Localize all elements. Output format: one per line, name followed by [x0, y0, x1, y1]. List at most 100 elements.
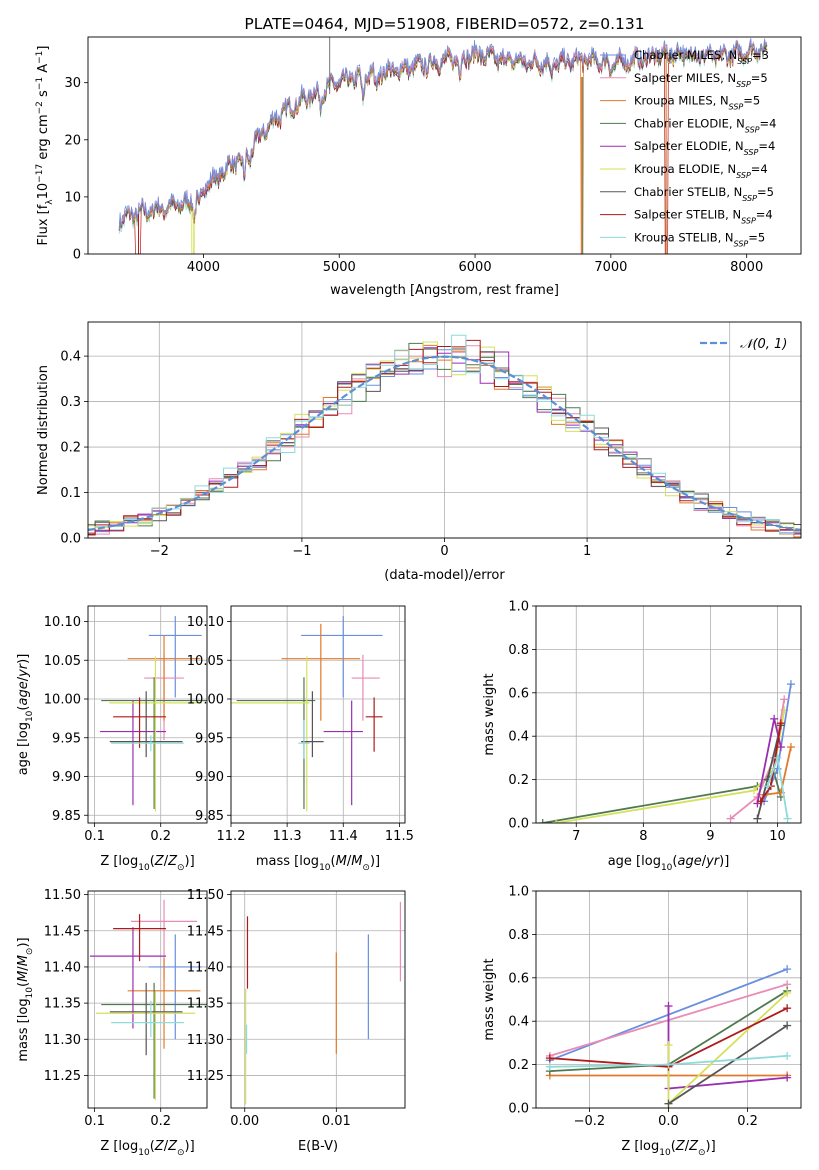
- massweight-vs-Z-frame: [535, 890, 802, 1109]
- y-tick-label: 0.2: [508, 1058, 529, 1073]
- legend-label: Salpeter ELODIE, NSSP=4: [634, 139, 775, 157]
- mass-vs-ebv-frame: [230, 890, 406, 1109]
- y-tick-label: 0.3: [60, 395, 81, 410]
- x-tick-label: 11.3: [273, 829, 302, 844]
- y-tick-label: 11.50: [187, 888, 224, 903]
- x-axis-label: Z [log10(Z/Z⊙)]: [100, 1139, 194, 1158]
- legend-label: Kroupa STELIB, NSSP=5: [634, 230, 765, 248]
- histogram-steps: [88, 334, 801, 538]
- legend-label: Chabrier STELIB, NSSP=5: [634, 185, 774, 203]
- x-tick-label: 5000: [323, 260, 356, 275]
- series-line-chabrier-elodie: [542, 771, 782, 823]
- spectrum-axes: 4000 5000 6000 7000 8000 0 10 20 30: [64, 76, 763, 275]
- x-tick-label: 0.2: [150, 1114, 171, 1129]
- spectrum-lines: [118, 37, 768, 254]
- y-tick-label: 10.10: [44, 615, 81, 630]
- x-tick-label: 8000: [730, 260, 763, 275]
- age-vs-mass-points: [231, 616, 383, 812]
- x-tick-label: 10: [769, 829, 786, 844]
- legend-label: Kroupa MILES, NSSP=5: [634, 94, 760, 112]
- y-tick-label: 0.6: [508, 971, 529, 986]
- y-axis-label: age [log10(age/yr)]: [16, 654, 35, 776]
- x-tick-label: 4000: [187, 260, 220, 275]
- age-vs-mass-frame: [230, 605, 406, 824]
- age-vs-Z-points: [99, 616, 207, 812]
- y-tick-label: 11.50: [44, 888, 81, 903]
- x-tick-label: 0.1: [84, 829, 105, 844]
- age-vs-Z-axes: 0.1 0.2 9.85 9.90 9.95 10.00 10.05 10.10: [44, 606, 207, 844]
- series-line-kroupa-elodie: [555, 710, 786, 823]
- x-tick-label: 0.2: [737, 1114, 758, 1129]
- series-line-kroupa-elodie: [667, 992, 788, 1106]
- massweight-vs-age-frame: [535, 605, 802, 824]
- y-tick-label: 0.6: [508, 686, 529, 701]
- y-tick-label: 11.40: [187, 960, 224, 975]
- x-tick-label: 9: [706, 829, 714, 844]
- spectrum-line-salpeter-miles: [118, 38, 768, 229]
- y-tick-label: 11.30: [187, 1033, 224, 1048]
- y-tick-label: 0.2: [508, 773, 529, 788]
- y-tick-label: 0.4: [508, 1015, 529, 1030]
- x-tick-label: −0.2: [574, 1114, 606, 1129]
- x-tick-label: 0.1: [84, 1114, 105, 1129]
- mass-vs-Z-frame: [87, 890, 208, 1109]
- x-tick-label: 11.5: [385, 829, 414, 844]
- y-tick-label: 10: [64, 190, 81, 205]
- y-axis-label: mass weight: [482, 958, 497, 1040]
- y-axis-label: mass [log10(M/M⊙)]: [16, 937, 35, 1061]
- legend-label: Salpeter STELIB, NSSP=4: [634, 208, 773, 226]
- y-tick-label: 10.05: [187, 654, 224, 669]
- legend: Chabrier MILES, NSSP=3 Salpeter MILES, NS…: [600, 48, 776, 248]
- y-tick-label: 30: [64, 76, 81, 91]
- y-tick-label: 9.95: [52, 731, 81, 746]
- x-tick-label: 7000: [594, 260, 627, 275]
- y-tick-label: 9.85: [195, 809, 224, 824]
- y-tick-label: 0.8: [508, 643, 529, 658]
- series-line-chabrier-stelib: [668, 1024, 788, 1105]
- legend-label: Salpeter MILES, NSSP=5: [634, 71, 768, 89]
- massweight-vs-Z-lines: [545, 965, 792, 1108]
- spectrum-line-chabrier-elodie: [118, 40, 768, 229]
- x-tick-label: 11.4: [329, 829, 358, 844]
- mass-vs-Z-axes: 0.1 0.2 11.25 11.30 11.35 11.40 11.45 11.50: [44, 888, 207, 1129]
- mass-vs-ebv-axes: 0.00 0.01 11.25 11.30 11.35 11.40 11.45 11.50: [187, 888, 405, 1129]
- y-tick-label: 11.45: [44, 924, 81, 939]
- x-tick-label: 0.0: [658, 1114, 679, 1129]
- legend-label: Chabrier MILES, NSSP=3: [634, 48, 769, 66]
- hist-step-kroupa-stelib: [88, 334, 801, 535]
- x-axis-label: (data-model)/error: [384, 568, 505, 583]
- y-tick-label: 10.05: [44, 654, 81, 669]
- x-axis-label: wavelength [Angstrom, rest frame]: [330, 283, 559, 298]
- massweight-vs-age-axes: 7 8 9 10 0.0 0.2 0.4 0.6 0.8 1.0: [508, 600, 801, 844]
- x-axis-label: age [log10(age/yr)]: [608, 854, 730, 873]
- y-tick-label: 11.30: [44, 1033, 81, 1048]
- x-tick-label: 0.01: [322, 1114, 351, 1129]
- y-tick-label: 10.10: [187, 615, 224, 630]
- legend-label: Kroupa ELODIE, NSSP=4: [634, 162, 768, 180]
- x-tick-label: 0: [440, 544, 448, 559]
- x-axis-label: Z [log10(Z/Z⊙)]: [621, 1139, 715, 1158]
- y-tick-label: 1.0: [508, 885, 529, 900]
- y-tick-label: 9.90: [52, 770, 81, 785]
- x-tick-label: 2: [726, 544, 734, 559]
- y-tick-label: 0.1: [60, 486, 81, 501]
- legend-label: 𝒩(0, 1): [740, 337, 787, 352]
- x-tick-label: −1: [292, 544, 311, 559]
- y-tick-label: 10.00: [187, 693, 224, 708]
- x-tick-label: 0.2: [150, 829, 171, 844]
- y-tick-label: 0.4: [60, 350, 81, 365]
- y-tick-label: 0.8: [508, 928, 529, 943]
- y-tick-label: 11.25: [44, 1069, 81, 1084]
- spectrum-frame: [87, 36, 802, 255]
- y-tick-label: 0.2: [60, 441, 81, 456]
- y-tick-label: 11.35: [44, 997, 81, 1012]
- y-tick-label: 10.00: [44, 693, 81, 708]
- x-tick-label: 6000: [459, 260, 492, 275]
- mass-vs-Z-points: [89, 899, 207, 1101]
- spectrum-line-salpeter-elodie: [118, 40, 768, 231]
- gaussian-curve: [88, 355, 801, 532]
- massweight-vs-age-lines: [538, 680, 795, 823]
- x-tick-label: 8: [639, 829, 647, 844]
- x-tick-label: −2: [150, 544, 169, 559]
- y-tick-label: 11.25: [187, 1069, 224, 1084]
